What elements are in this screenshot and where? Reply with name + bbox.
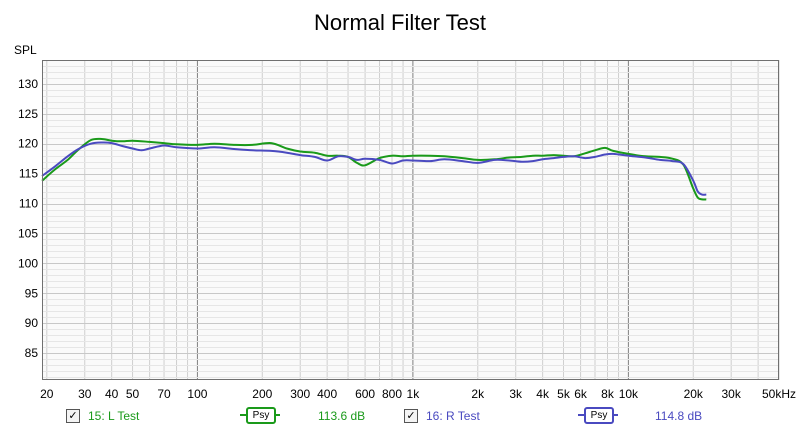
y-tick-label: 90 [25, 316, 39, 330]
x-tick-label: 10k [619, 387, 639, 401]
x-tick-label: 30 [78, 387, 92, 401]
y-tick-label: 110 [19, 197, 38, 211]
x-tick-label: 70 [157, 387, 171, 401]
y-tick-label: 115 [19, 167, 38, 181]
psy-smoothing-label-r-test: Psy [584, 407, 614, 424]
plot-background [42, 60, 779, 380]
y-axis-label: SPL [14, 43, 37, 57]
x-tick-label: 50 [126, 387, 140, 401]
x-tick-label: 200 [252, 387, 272, 401]
plot-area [42, 60, 779, 380]
x-tick-labels: 20 30 40 50 70 100 200 300 400 600 800 1k 2k 3k 4k 5k 6k… [40, 387, 796, 401]
series-line-l-test [41, 137, 707, 201]
grid [42, 60, 780, 380]
psy-smoothing-label-l-test: Psy [246, 407, 276, 424]
plot-border [42, 60, 779, 380]
legend-checkbox-r-test[interactable]: ✓ [404, 409, 418, 423]
y-tick-labels: 85 90 95 100 105 110 115 120 125 130 [18, 77, 38, 360]
x-tick-label: 8k [601, 387, 615, 401]
legend: ✓ 15: L Test Psy 113.6 dB ✓ 16: R Test P… [0, 406, 800, 428]
plot-frame [42, 60, 779, 380]
series-lines [41, 137, 707, 201]
x-tick-label: 1k [407, 387, 421, 401]
x-tick-label: 3k [509, 387, 523, 401]
x-tick-label: 300 [290, 387, 310, 401]
y-tick-label: 130 [18, 77, 38, 91]
y-tick-label: 95 [25, 286, 39, 300]
legend-series-l-test: 15: L Test [88, 409, 140, 423]
y-tick-label: 85 [25, 346, 39, 360]
x-tick-label: 20 [40, 387, 54, 401]
x-tick-label: 5k [557, 387, 571, 401]
x-tick-label: 30k [722, 387, 742, 401]
legend-checkbox-l-test[interactable]: ✓ [66, 409, 80, 423]
legend-level-l-test: 113.6 dB [318, 409, 366, 423]
x-tick-label: 50kHz [762, 387, 796, 401]
series-line-r-test [41, 141, 707, 196]
y-tick-label: 100 [18, 256, 38, 270]
x-tick-label: 400 [317, 387, 337, 401]
x-tick-label: 600 [355, 387, 375, 401]
x-tick-label: 40 [105, 387, 119, 401]
x-tick-label: 800 [382, 387, 402, 401]
y-tick-label: 120 [18, 137, 38, 151]
x-tick-label: 2k [471, 387, 485, 401]
legend-series-r-test: 16: R Test [426, 409, 480, 423]
y-tick-label: 105 [18, 226, 38, 240]
x-tick-label: 6k [574, 387, 588, 401]
legend-level-r-test: 114.8 dB [655, 409, 703, 423]
x-tick-label: 100 [187, 387, 207, 401]
y-tick-label: 125 [18, 107, 38, 121]
x-tick-label: 4k [536, 387, 550, 401]
x-tick-label: 20k [684, 387, 704, 401]
chart-title: Normal Filter Test [314, 10, 486, 35]
chart: Normal Filter Test SPL 85 90 95 100 105 110 11… [14, 10, 796, 401]
